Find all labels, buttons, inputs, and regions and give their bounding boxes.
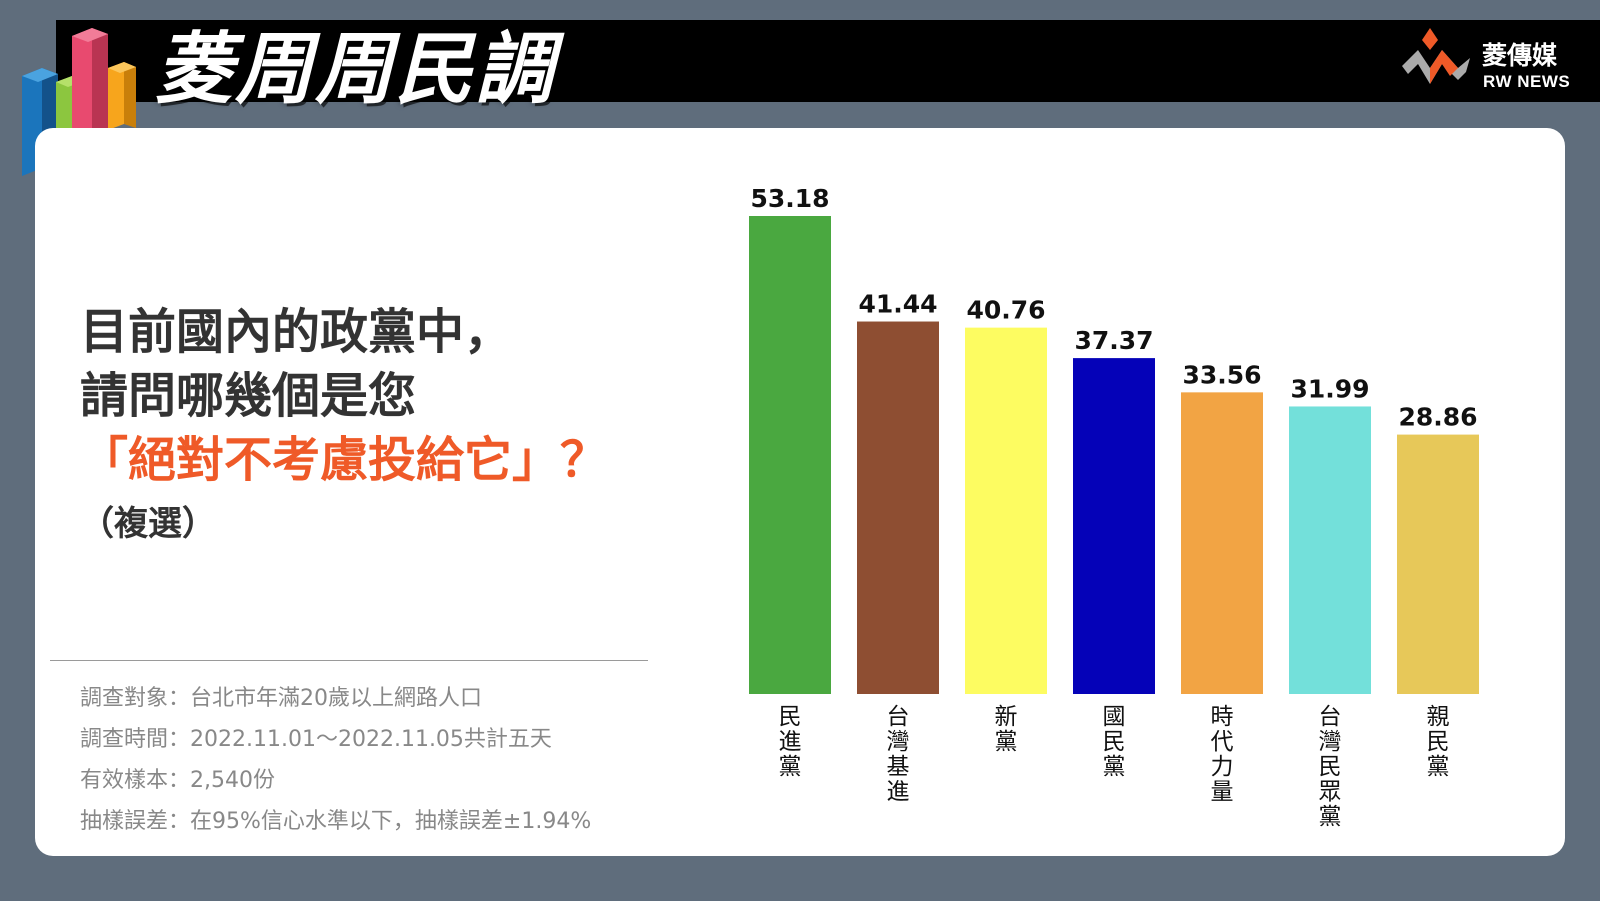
sample-size: 有效樣本：2,540份 bbox=[80, 768, 275, 793]
brand-cn-name: 菱傳媒 bbox=[1482, 41, 1558, 70]
divider bbox=[50, 660, 648, 661]
category-label: 時代力量 bbox=[1211, 704, 1234, 805]
bar-時代力量 bbox=[1181, 392, 1263, 694]
bar-民進黨 bbox=[749, 216, 831, 694]
category-label: 民進黨 bbox=[779, 704, 802, 780]
bar-台灣基進 bbox=[857, 321, 939, 694]
brand-en-name: RW NEWS bbox=[1483, 72, 1571, 91]
category-label: 台灣民眾黨 bbox=[1319, 704, 1342, 830]
survey-period: 調查時間：2022.11.01～2022.11.05共計五天 bbox=[80, 727, 552, 752]
brand-title: 菱周周民調 bbox=[155, 25, 556, 115]
category-label: 台灣基進 bbox=[887, 704, 910, 805]
multiple-choice-note: （複選） bbox=[80, 504, 216, 544]
margin-of-error: 抽樣誤差：在95%信心水準以下，抽樣誤差±1.94% bbox=[80, 809, 592, 834]
header-bar bbox=[56, 20, 1600, 102]
value-label: 31.99 bbox=[1290, 374, 1369, 403]
value-label: 53.18 bbox=[750, 184, 829, 213]
bar-國民黨 bbox=[1073, 358, 1155, 694]
bar-台灣民眾黨 bbox=[1289, 406, 1371, 694]
value-label: 37.37 bbox=[1074, 326, 1153, 355]
value-label: 33.56 bbox=[1182, 360, 1261, 389]
question-line-1: 目前國內的政黨中， bbox=[80, 304, 513, 360]
bar-新黨 bbox=[965, 327, 1047, 694]
survey-question: 目前國內的政黨中， 請問哪幾個是您 「絕對不考慮投給它」？ （複選） bbox=[80, 300, 680, 550]
survey-info: 調查對象：台北市年滿20歲以上網路人口 調查時間：2022.11.01～2022… bbox=[80, 678, 591, 842]
question-line-2: 請問哪幾個是您 bbox=[80, 368, 417, 424]
value-label: 41.44 bbox=[858, 290, 937, 319]
category-label: 新黨 bbox=[995, 704, 1018, 755]
value-label: 40.76 bbox=[966, 296, 1045, 325]
bar-親民黨 bbox=[1397, 434, 1479, 694]
category-label: 親民黨 bbox=[1427, 704, 1450, 780]
rw-news-logo: 菱傳媒 RW NEWS bbox=[1400, 28, 1580, 98]
value-label: 28.86 bbox=[1398, 403, 1477, 432]
survey-target: 調查對象：台北市年滿20歲以上網路人口 bbox=[80, 686, 482, 711]
category-label: 國民黨 bbox=[1103, 704, 1126, 780]
rw-logo-icon bbox=[1402, 28, 1470, 84]
question-highlight: 「絕對不考慮投給它」？ bbox=[80, 432, 609, 488]
